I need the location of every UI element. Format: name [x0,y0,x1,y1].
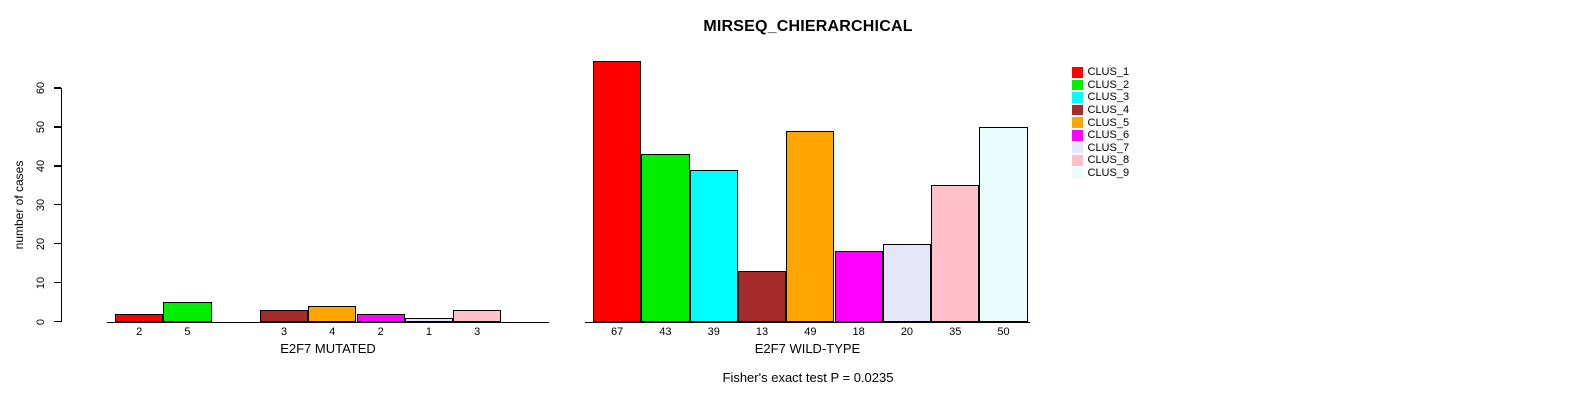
xlabel-wildtype: E2F7 WILD-TYPE [754,341,861,356]
legend-row: CLUS_8 [1072,154,1129,167]
bar-value-label: 39 [707,326,720,338]
legend-row: CLUS_7 [1072,142,1129,155]
legend-row: CLUS_9 [1072,167,1129,180]
legend-row: CLUS_6 [1072,129,1129,142]
bar-clus_1-mutated [115,313,164,323]
bar-clus_6-wildtype [834,251,883,323]
legend-row: CLUS_1 [1072,66,1129,79]
legend-row: CLUS_5 [1072,116,1129,129]
y-tick-label: 20 [35,237,47,250]
bar-clus_4-mutated [259,309,309,323]
bar-clus_8-wildtype [931,185,980,323]
xlabel-mutated: E2F7 MUTATED [280,341,376,356]
legend-row: CLUS_3 [1072,91,1129,104]
bar-value-label: 35 [949,326,962,338]
bar-value-label: 20 [900,326,914,338]
legend-label: CLUS_3 [1087,91,1130,104]
bar-value-label: 43 [659,326,672,338]
legend-row: CLUS_4 [1072,104,1129,117]
bar-clus_2-mutated [163,302,212,323]
y-axis-label: number of cases [12,160,26,250]
bar-clus_7-mutated [404,317,454,323]
bar-value-label: 49 [804,326,817,338]
legend-label: CLUS_2 [1087,78,1130,91]
legend-swatch-icon [1072,155,1083,166]
bar-value-label: 13 [755,326,769,338]
bar-clus_3-wildtype [689,169,738,323]
bar-clus_5-wildtype [786,130,835,323]
bar-clus_7-wildtype [882,243,932,323]
y-tick [53,242,61,245]
y-tick [53,320,61,323]
legend-label: CLUS_1 [1087,66,1130,79]
legend-label: CLUS_8 [1087,154,1130,167]
legend-row: CLUS_2 [1072,79,1129,92]
bar-value-label: 2 [136,326,143,338]
legend-swatch-icon [1072,79,1083,91]
bar-clus_4-wildtype [737,270,787,323]
bar-value-label: 2 [377,326,384,338]
legend-label: CLUS_4 [1087,104,1130,117]
chart-title: MIRSEQ_CHIERARCHICAL [703,18,913,35]
y-tick-label: 50 [35,120,47,134]
y-tick [53,126,61,128]
legend-swatch-icon [1072,117,1083,128]
y-tick [53,281,61,284]
bar-value-label: 3 [474,326,481,338]
legend-swatch-icon [1072,167,1083,179]
bar-clus_6-mutated [356,313,405,323]
y-tick-label: 0 [35,318,47,325]
bar-value-label: 4 [329,326,336,338]
legend-label: CLUS_9 [1087,167,1130,180]
y-tick [53,203,61,206]
bar-value-label: 18 [852,326,865,338]
fisher-test-annotation: Fisher's exact test P = 0.0235 [722,370,894,385]
legend-swatch-icon [1072,104,1083,116]
y-axis-line [60,87,62,322]
legend-swatch-icon [1072,67,1083,78]
legend-swatch-icon [1072,92,1083,103]
y-tick-label: 30 [35,198,47,211]
bar-value-label: 1 [425,326,432,338]
legend: CLUS_1 CLUS_2 CLUS_3 CLUS_4 CLUS_5 CLUS_6 CLUS… [1072,66,1129,179]
y-tick-label: 60 [35,81,47,95]
y-tick-label: 40 [35,159,47,172]
bar-clus_1-wildtype [593,60,642,323]
bar-clus_8-mutated [453,309,502,323]
y-tick-label: 10 [35,276,47,289]
legend-swatch-icon [1072,130,1083,141]
legend-label: CLUS_6 [1087,129,1130,142]
bar-clus_5-mutated [308,305,357,323]
bar-value-label: 67 [611,326,624,338]
bar-clus_9-wildtype [979,126,1028,323]
legend-label: CLUS_5 [1087,116,1130,129]
bar-clus_2-wildtype [641,154,690,323]
bar-value-label: 50 [997,326,1010,338]
bar-value-label: 5 [184,326,191,338]
legend-swatch-icon [1072,142,1083,154]
bar-value-label: 3 [280,326,288,338]
legend-label: CLUS_7 [1087,141,1130,154]
y-tick [53,165,61,167]
y-tick [53,87,61,89]
